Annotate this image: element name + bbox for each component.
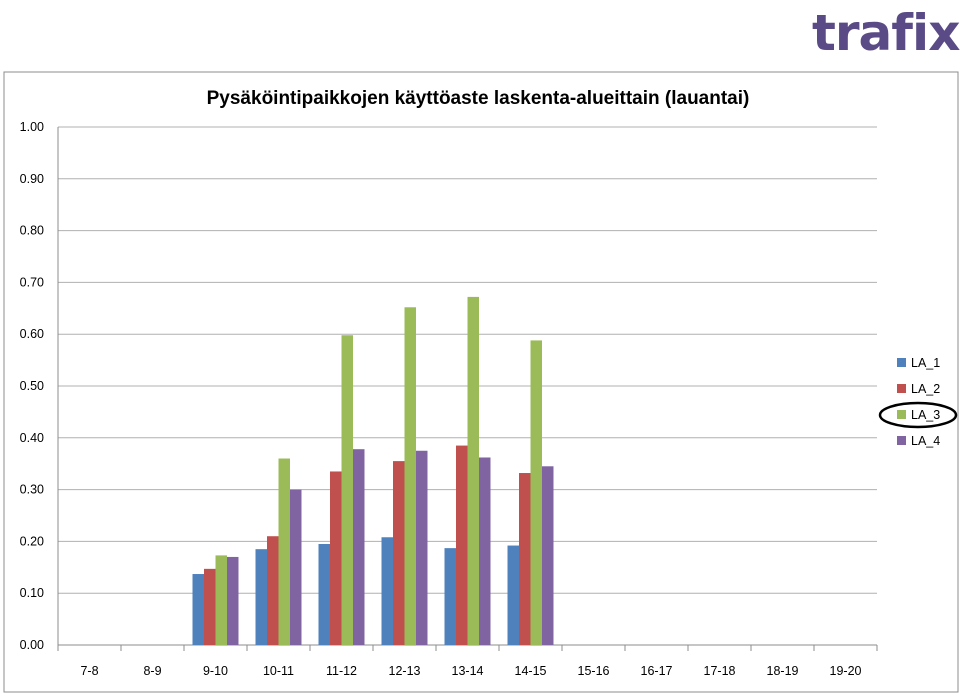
legend-label-la1: LA_1	[911, 356, 940, 370]
bar-la3-11-12	[341, 335, 353, 645]
bar-la4-9-10	[227, 556, 239, 645]
bar-la2-12-13	[393, 461, 405, 645]
x-tick-label: 12-13	[389, 664, 421, 678]
legend-label-la4: LA_4	[911, 434, 940, 448]
x-tick-label: 7-8	[80, 664, 98, 678]
y-tick-label: 0.30	[20, 483, 44, 497]
y-tick-label: 0.10	[20, 586, 44, 600]
bar-la3-10-11	[278, 458, 290, 645]
bar-la2-9-10	[204, 568, 216, 645]
bar-la2-13-14	[456, 445, 468, 645]
bar-la1-10-11	[255, 549, 267, 645]
bar-la1-14-15	[507, 545, 519, 645]
bar-la4-13-14	[479, 457, 491, 645]
chart-area: Pysäköintipaikkojen käyttöaste laskenta-…	[0, 70, 960, 697]
bar-la1-12-13	[381, 537, 393, 645]
y-axis-ticks: 0.00 0.10 0.20 0.30 0.40 0.50 0.60 0.70 0.80 0.90…	[20, 120, 44, 652]
y-tick-label: 0.00	[20, 638, 44, 652]
x-tick-label: 8-9	[143, 664, 161, 678]
y-tick-label: 0.40	[20, 431, 44, 445]
y-tick-label: 0.20	[20, 534, 44, 548]
legend-swatch-la4	[897, 436, 906, 445]
bar-la2-14-15	[519, 473, 531, 645]
bar-la1-9-10	[192, 574, 204, 645]
bar-la3-9-10	[215, 555, 227, 645]
bar-la4-10-11	[290, 489, 302, 645]
legend-swatch-la1	[897, 358, 906, 367]
x-tick-label: 9-10	[203, 664, 228, 678]
bars	[192, 296, 554, 645]
bar-la2-10-11	[267, 536, 279, 645]
x-tick-label: 14-15	[515, 664, 547, 678]
chart-title: Pysäköintipaikkojen käyttöaste laskenta-…	[207, 88, 750, 109]
bar-la4-12-13	[416, 450, 428, 645]
x-tick-label: 10-11	[263, 664, 294, 678]
highlight-circle	[878, 401, 958, 429]
bar-chart: Pysäköintipaikkojen käyttöaste laskenta-…	[3, 71, 959, 693]
x-tick-label: 13-14	[452, 664, 484, 678]
bar-la1-11-12	[318, 543, 330, 645]
bar-la3-13-14	[467, 296, 479, 645]
legend: LA_1 LA_2 LA_3 LA_4	[878, 356, 958, 448]
y-tick-label: 0.50	[20, 379, 44, 393]
bar-la1-13-14	[444, 548, 456, 645]
legend-swatch-la2	[897, 384, 906, 393]
y-tick-label: 0.60	[20, 327, 44, 341]
legend-label-la2: LA_2	[911, 382, 940, 396]
x-tick-label: 15-16	[578, 664, 610, 678]
legend-label-la3: LA_3	[911, 408, 940, 422]
x-axis-ticks: 7-8 8-9 9-10 10-11 11-12 12-13 13-14 14-15 15-16…	[80, 664, 861, 678]
x-tick-label: 11-12	[326, 664, 357, 678]
y-tick-label: 0.90	[20, 172, 44, 186]
x-tick-label: 18-19	[767, 664, 799, 678]
y-tick-label: 0.80	[20, 224, 44, 238]
bar-la3-12-13	[404, 307, 416, 645]
trafix-logo: trafix	[812, 4, 960, 62]
x-tick-label: 19-20	[830, 664, 862, 678]
y-tick-label: 0.70	[20, 275, 44, 289]
svg-text:trafix: trafix	[812, 4, 960, 62]
bar-la2-11-12	[330, 471, 342, 645]
bar-la4-14-15	[542, 466, 554, 645]
legend-swatch-la3	[897, 410, 906, 419]
bar-la4-11-12	[353, 449, 365, 645]
y-tick-label: 1.00	[20, 120, 44, 134]
bar-la3-14-15	[530, 340, 542, 645]
x-tick-label: 17-18	[704, 664, 736, 678]
x-tick-label: 16-17	[641, 664, 673, 678]
